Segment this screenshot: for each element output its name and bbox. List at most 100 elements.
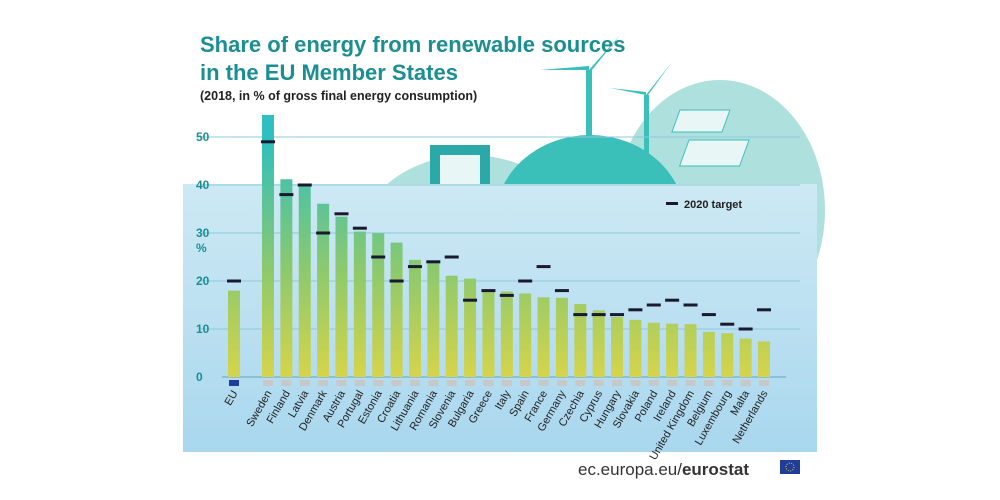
target-marker-poland: [646, 303, 661, 307]
target-marker-latvia: [297, 183, 312, 187]
flag-icon: [612, 380, 623, 386]
bar-cyprus: [592, 310, 605, 377]
bar-romania: [427, 262, 440, 377]
y-tick-label: 0: [196, 370, 203, 384]
target-marker-czechia: [573, 313, 588, 317]
target-marker-portugal: [352, 226, 367, 230]
bar-latvia: [298, 183, 311, 377]
bar-greece: [482, 290, 495, 377]
target-marker-slovenia: [444, 255, 459, 259]
bar-croatia: [390, 242, 403, 377]
bar-slovenia: [445, 275, 458, 377]
flag-icon: [373, 380, 384, 386]
target-marker-germany: [554, 289, 569, 293]
target-marker-italy: [499, 293, 514, 297]
target-marker-greece: [481, 289, 496, 293]
flag-icon: [281, 380, 292, 386]
legend-target-marker: [666, 202, 678, 205]
target-marker-belgium: [701, 313, 716, 317]
bar-italy: [500, 291, 513, 377]
flag-icon: [630, 380, 641, 386]
flag-icon: [263, 380, 273, 386]
legend-label: 2020 target: [684, 199, 742, 211]
y-tick-label: 50: [196, 130, 210, 144]
legend: 2020 target: [666, 199, 742, 211]
flag-icon: [593, 380, 604, 386]
flag-icon: [428, 380, 439, 386]
bar-slovakia: [629, 319, 642, 377]
flag-icon: [556, 380, 567, 386]
title-line-1: Share of energy from renewable sources: [200, 32, 626, 57]
bar-austria: [335, 216, 348, 377]
bar-france: [537, 297, 550, 377]
flag-icon: [685, 380, 696, 386]
target-marker-bulgaria: [463, 298, 478, 302]
target-marker-austria: [334, 212, 349, 216]
bar-united-kingdom: [684, 324, 697, 377]
target-marker-spain: [518, 279, 533, 283]
flag-icon: [483, 380, 494, 386]
y-tick-label: 30: [196, 226, 210, 240]
target-marker-finland: [279, 193, 294, 197]
bar-sweden: [262, 114, 274, 378]
bar-ireland: [666, 323, 679, 377]
target-marker-sweden: [261, 140, 275, 144]
bar-lithuania: [408, 259, 421, 377]
bar-belgium: [702, 331, 715, 377]
flag-icon: [354, 380, 365, 386]
bar-bulgaria: [464, 278, 477, 377]
y-tick-label: 20: [196, 274, 210, 288]
eu-flag-logo: [780, 460, 800, 474]
bar-spain: [519, 293, 532, 377]
source-footer[interactable]: ec.europa.eu/eurostat: [578, 460, 749, 479]
bar-poland: [647, 322, 660, 377]
target-marker-eu: [227, 279, 241, 283]
target-marker-romania: [426, 260, 441, 264]
flag-icon: [758, 380, 769, 386]
flag-icon: [465, 380, 476, 386]
bar-portugal: [353, 231, 366, 377]
source-prefix: ec.europa.eu/: [578, 460, 682, 479]
flag-icon: [575, 380, 586, 386]
bar-denmark: [317, 203, 330, 377]
flag-icon: [299, 380, 310, 386]
chart-subtitle: (2018, in % of gross final energy consum…: [200, 89, 477, 103]
title-line-2: in the EU Member States: [200, 60, 458, 85]
target-marker-hungary: [610, 313, 625, 317]
chart-title: Share of energy from renewable sources i…: [200, 32, 626, 85]
flag-icon: [520, 380, 531, 386]
bar-malta: [739, 338, 752, 377]
bar-luxembourg: [721, 333, 734, 377]
target-marker-cyprus: [591, 313, 606, 317]
flag-icon: [229, 380, 239, 386]
bar-finland: [280, 179, 293, 377]
flag-icon: [648, 380, 659, 386]
flag-icon: [722, 380, 733, 386]
target-marker-lithuania: [407, 265, 422, 269]
target-marker-france: [536, 265, 551, 269]
bar-estonia: [372, 233, 385, 377]
bar-netherlands: [757, 341, 770, 377]
target-marker-luxembourg: [720, 322, 735, 326]
bar-germany: [555, 297, 568, 377]
target-marker-netherlands: [756, 308, 771, 312]
y-tick-label: 40: [196, 178, 210, 192]
y-axis-label: %: [196, 241, 207, 255]
flag-icon: [667, 380, 678, 386]
target-marker-ireland: [665, 298, 680, 302]
bar-hungary: [611, 317, 624, 377]
target-marker-estonia: [371, 255, 386, 259]
target-marker-united-kingdom: [683, 303, 698, 307]
target-marker-slovakia: [628, 308, 643, 312]
flag-icon: [336, 380, 347, 386]
flag-icon: [446, 380, 457, 386]
bar-czechia: [574, 304, 587, 377]
flag-icon: [703, 380, 714, 386]
flag-icon: [501, 380, 512, 386]
target-marker-malta: [738, 327, 753, 331]
flag-icon: [740, 380, 751, 386]
source-brand: eurostat: [682, 460, 749, 479]
flag-icon: [538, 380, 549, 386]
target-marker-denmark: [316, 231, 331, 235]
